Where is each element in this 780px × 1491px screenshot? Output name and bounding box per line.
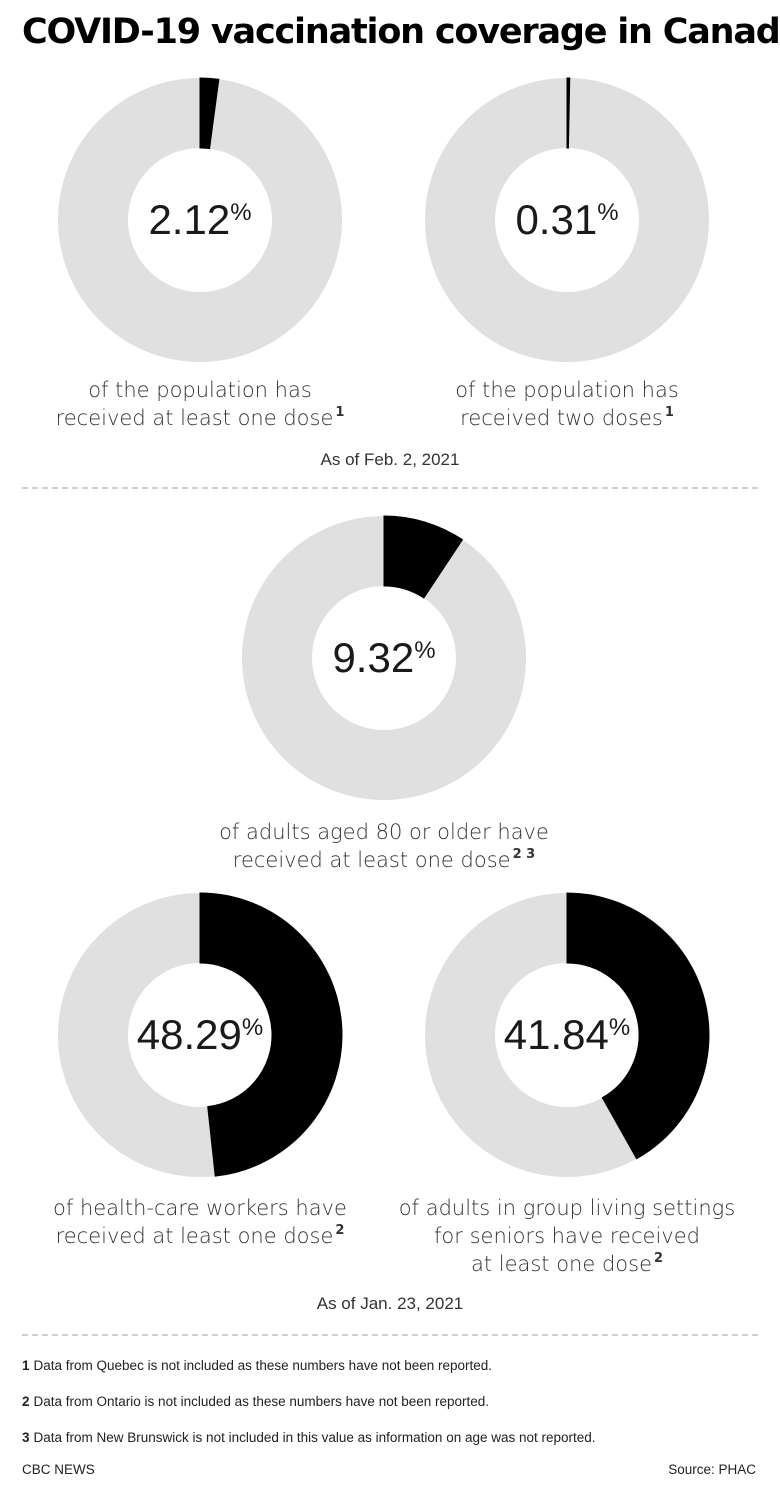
donut-filled-segment xyxy=(199,77,220,150)
credit-right: Source: PHAC xyxy=(668,1462,756,1477)
section-divider-1 xyxy=(22,487,758,489)
chart-title: COVID-19 vaccination coverage in Canada xyxy=(22,12,780,52)
caption-line: received at least one dose 2 3 xyxy=(232,847,536,872)
footnote-text: Data from New Brunswick is not included … xyxy=(33,1430,596,1445)
caption-2: of the population has received two doses 1 xyxy=(387,376,747,432)
section-divider-2 xyxy=(22,1334,758,1336)
donut-chart-2: 0.31% xyxy=(425,77,709,362)
credit-left: CBC NEWS xyxy=(22,1462,95,1477)
donut-value-label: 48.29% xyxy=(137,1011,263,1058)
as-of-date-2: As of Jan. 23, 2021 xyxy=(316,1294,464,1313)
donut-filled-segment xyxy=(566,892,710,1160)
caption-line: of adults in group living settings xyxy=(398,1196,736,1220)
footnote-3: 3 Data from New Brunswick is not included… xyxy=(22,1430,596,1445)
donut-chart-3: 9.32% xyxy=(242,515,526,800)
caption-line: of the population has xyxy=(88,378,312,402)
donut-value-label: 2.12% xyxy=(148,196,251,243)
caption-3: of adults aged 80 or older have received … xyxy=(184,818,584,874)
caption-line: for seniors have received xyxy=(434,1224,700,1248)
donut-filled-segment xyxy=(383,515,464,599)
footnote-reference: 1 xyxy=(664,405,674,420)
as-of-date-1: As of Feb. 2, 2021 xyxy=(320,450,460,469)
caption-line: received two doses 1 xyxy=(460,405,674,430)
footnote-number: 2 xyxy=(22,1394,30,1409)
caption-4: of health-care workers have received at l… xyxy=(10,1194,390,1250)
donut-chart-5: 41.84% xyxy=(425,892,710,1177)
footnote-number: 3 xyxy=(22,1430,30,1445)
footnote-reference: 1 xyxy=(335,405,345,420)
footnote-number: 1 xyxy=(22,1358,30,1373)
caption-line: received at least one dose 1 xyxy=(55,405,345,430)
caption-5: of adults in group living settings for se… xyxy=(377,1194,757,1278)
footnote-reference: 2 xyxy=(335,1223,345,1238)
footnote-reference: 2 xyxy=(654,1251,664,1266)
donut-value-label: 41.84% xyxy=(504,1011,630,1058)
footnote-reference: 2 3 xyxy=(512,847,536,862)
caption-1: of the population has received at least o… xyxy=(20,376,380,432)
donut-filled-segment xyxy=(566,77,571,149)
footnote-2: 2 Data from Ontario is not included as th… xyxy=(22,1394,489,1409)
caption-line: received at least one dose 2 xyxy=(55,1223,345,1248)
caption-line: of health-care workers have xyxy=(53,1196,347,1220)
donut-value-label: 0.31% xyxy=(515,196,618,243)
donut-chart-1: 2.12% xyxy=(58,77,342,362)
footnote-text: Data from Ontario is not included as the… xyxy=(33,1394,490,1409)
footnote-1: 1 Data from Quebec is not included as the… xyxy=(22,1358,492,1373)
caption-line: of the population has xyxy=(455,378,679,402)
donut-filled-segment xyxy=(199,892,343,1177)
donut-value-label: 9.32% xyxy=(332,634,435,681)
caption-line: at least one dose 2 xyxy=(470,1251,664,1276)
donut-chart-4: 48.29% xyxy=(58,892,343,1177)
caption-line: of adults aged 80 or older have xyxy=(219,820,549,844)
footnote-text: Data from Quebec is not included as thes… xyxy=(33,1358,493,1373)
